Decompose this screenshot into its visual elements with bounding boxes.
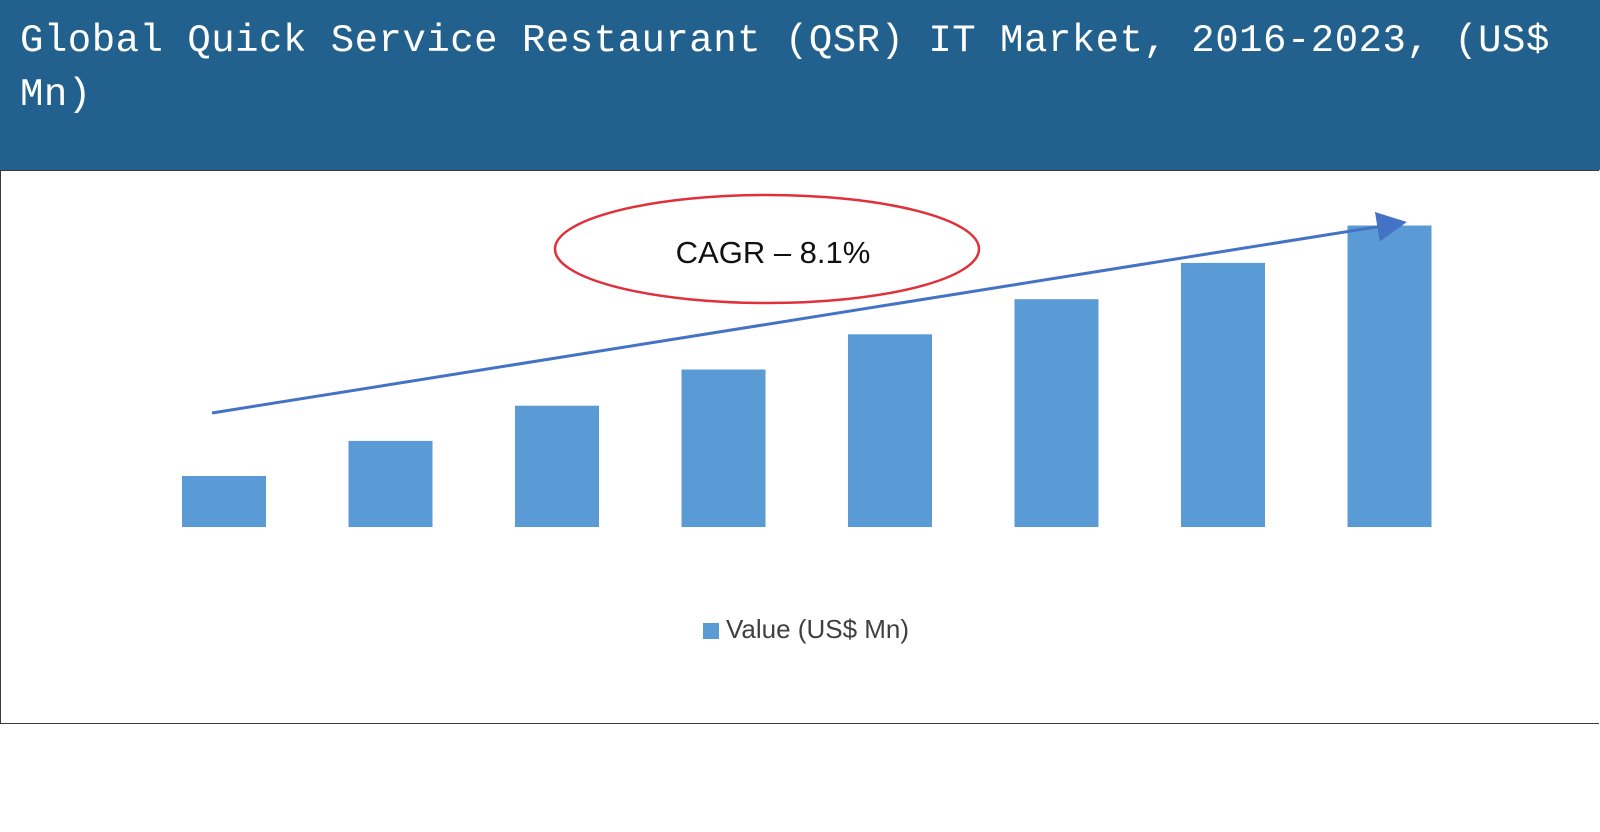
bar-5 (848, 334, 932, 527)
bar-1 (182, 476, 266, 527)
bar-4 (681, 369, 766, 527)
bar-chart: CAGR – 8.1% Value (US$ Mn) (182, 193, 1432, 644)
chart-panel: CAGR – 8.1% Value (US$ Mn) (0, 170, 1599, 724)
cagr-label: CAGR – 8.1% (676, 235, 871, 270)
trend-arrow (211, 211, 1407, 415)
bars (182, 225, 1432, 527)
bar-8 (1347, 225, 1432, 527)
cagr-ellipse (553, 193, 981, 305)
legend-swatch (703, 623, 719, 639)
bar-7 (1181, 262, 1265, 527)
bar-6 (1014, 299, 1099, 527)
bar-3 (515, 405, 599, 527)
legend: Value (US$ Mn) (703, 614, 909, 644)
page-title: Global Quick Service Restaurant (QSR) IT… (20, 19, 1550, 117)
title-banner: Global Quick Service Restaurant (QSR) IT… (0, 0, 1600, 170)
legend-label: Value (US$ Mn) (726, 614, 909, 644)
bar-2 (348, 440, 433, 527)
